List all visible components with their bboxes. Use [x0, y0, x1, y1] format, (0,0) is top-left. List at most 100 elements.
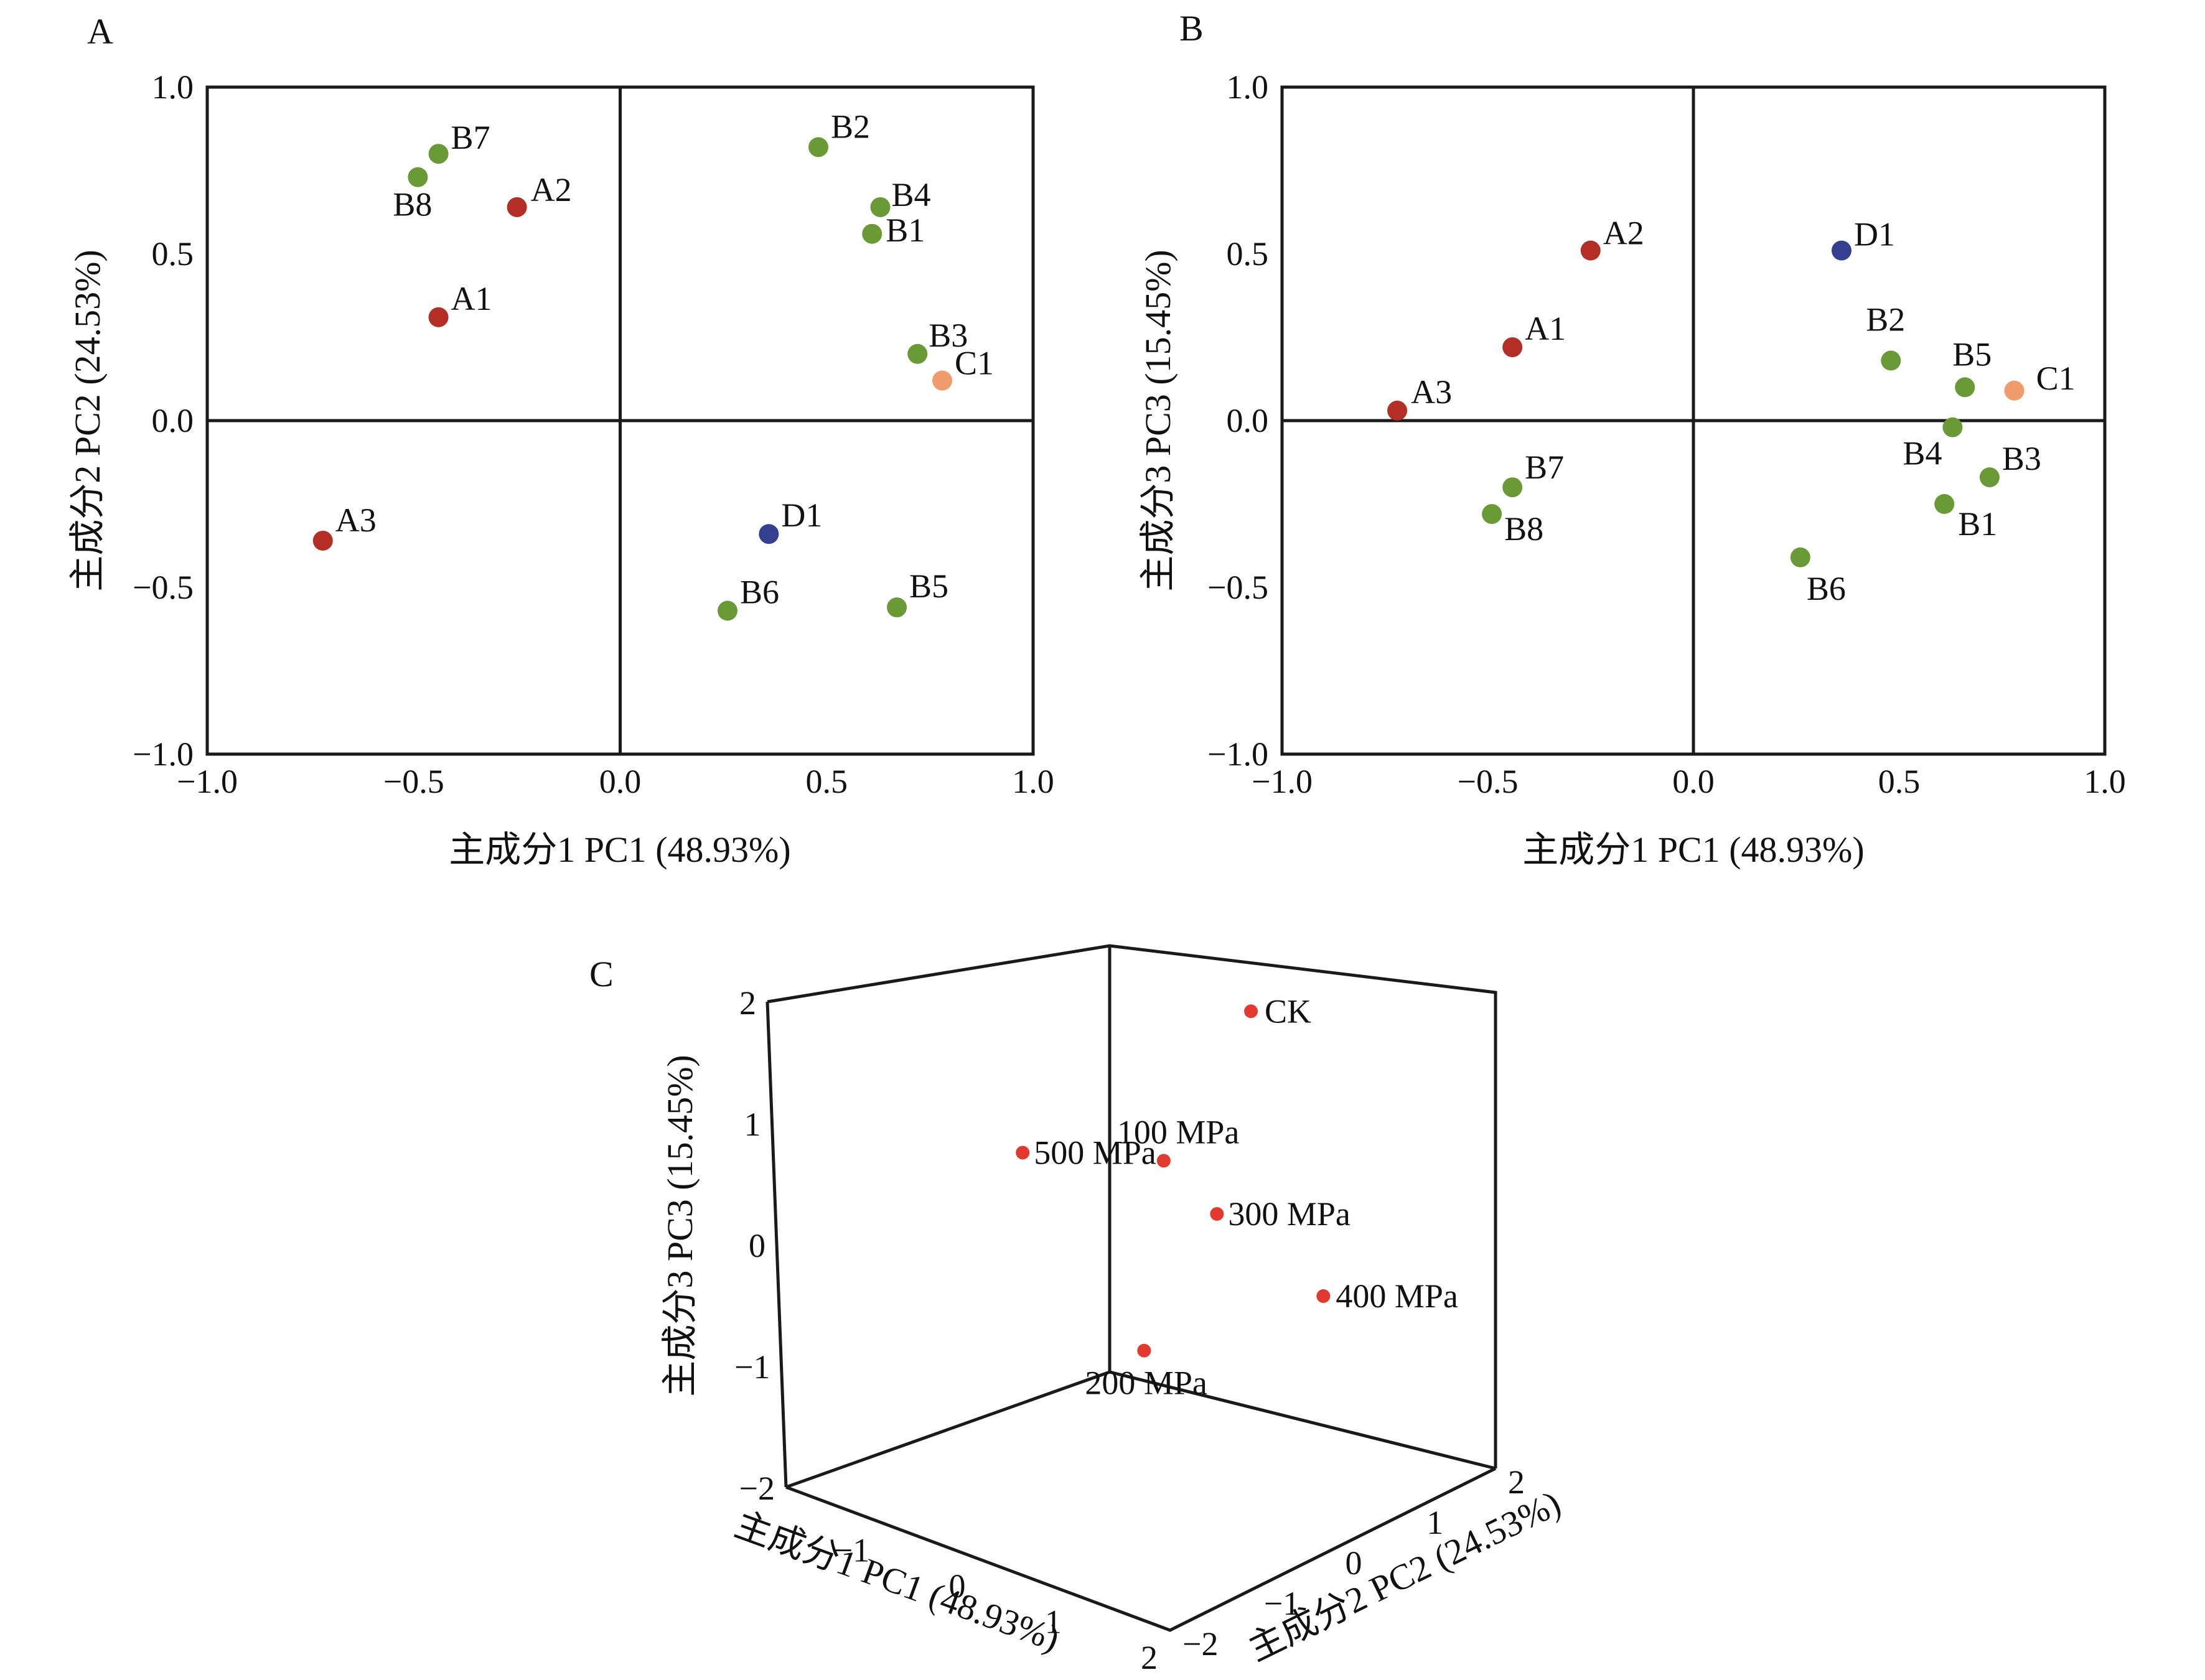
panel-c-left-wall [765, 1001, 788, 1488]
panel-c-point-label-200-mpa: 200 MPa [1085, 1365, 1207, 1402]
panel-b-point-label-d1: D1 [1854, 216, 1895, 253]
panel-b-point-label-c1: C1 [2036, 360, 2076, 397]
panel-b-point-label-a3: A3 [1411, 373, 1452, 411]
panel-b-point-b5 [1955, 377, 1975, 398]
panel-b-point-a3 [1387, 400, 1408, 421]
panel-b-x-tick-label: 0.5 [1878, 763, 1921, 800]
panel-b-point-b8 [1482, 504, 1502, 525]
panel-a-x-tick-label: 0.0 [599, 763, 642, 800]
panel-b-point-c1 [2004, 380, 2025, 401]
panel-a-point-b5 [887, 597, 907, 618]
panel-a-point-d1 [759, 524, 779, 544]
panel-a-point-label-a3: A3 [335, 502, 377, 539]
panel-a-x-tick-label: 0.5 [806, 763, 848, 800]
panel-c-point-label-ck: CK [1265, 992, 1311, 1030]
panel-c-point-500-mpa [1016, 1146, 1030, 1160]
panel-b-point-b6 [1790, 547, 1810, 567]
panel-a-letter: A [87, 11, 113, 52]
panel-c-point-label-300-mpa: 300 MPa [1228, 1195, 1351, 1233]
panel-a-point-label-a1: A1 [451, 280, 492, 317]
panel-b-point-label-b3: B3 [2002, 440, 2041, 477]
panel-b-y-tick-label: 0.5 [1227, 235, 1269, 273]
panel-c-point-400-mpa [1316, 1289, 1331, 1303]
panel-b-scatter: B −1.0 −0.5 0.0 0.5 1.0 1.0 0.5 0.0 −0.5 −1.0 主成分… [1138, 8, 2126, 870]
panel-a-x-axis-label: 主成分1 PC1 (48.93%) [449, 829, 790, 870]
panel-a-x-tick-label: −1.0 [177, 763, 238, 800]
panel-a-y-tick-label: 0.0 [152, 402, 194, 439]
panel-c-floor [785, 1370, 1497, 1632]
panel-a-point-b8 [408, 167, 428, 187]
panel-a-point-label-b6: B6 [740, 574, 779, 611]
panel-a-point-label-b2: B2 [831, 108, 870, 145]
panel-b-x-axis-label: 主成分1 PC1 (48.93%) [1522, 829, 1864, 870]
panel-a-point-label-b1: B1 [886, 212, 925, 249]
panel-c-ticks: 2 1 0 −1 −2 −1 0 1 2 −2 −1 0 1 2 [734, 984, 1525, 1676]
panel-b-x-tick-label: 1.0 [2084, 763, 2126, 800]
panel-a-point-label-b8: B8 [393, 186, 432, 223]
panel-c-x-tick-label: 2 [1141, 1639, 1158, 1676]
panel-c-point-label-500-mpa: 500 MPa [1034, 1134, 1156, 1172]
panel-a-y-tick-label: −1.0 [133, 735, 194, 773]
panel-c-y-tick-label: 0 [1346, 1544, 1362, 1582]
panel-c-y-tick-label: −2 [1182, 1625, 1218, 1663]
panel-a-point-label-d1: D1 [781, 497, 822, 534]
panel-c-point-100-mpa [1156, 1154, 1171, 1168]
panel-b-point-label-b1: B1 [1958, 505, 1997, 543]
panel-c-x-tick-label: 1 [1045, 1603, 1062, 1641]
panel-b-y-tick-label: 1.0 [1227, 68, 1269, 106]
panel-a-point-label-b4: B4 [892, 176, 931, 213]
panel-a-point-b7 [428, 144, 449, 164]
panel-b-x-tick-label: −0.5 [1458, 763, 1519, 800]
panel-a-point-label-a2: A2 [531, 171, 572, 208]
panel-b-letter: B [1179, 8, 1204, 49]
panel-b-point-b7 [1502, 477, 1523, 498]
panel-c-point-300-mpa [1210, 1207, 1224, 1221]
panel-a-point-label-c1: C1 [955, 345, 994, 382]
panel-c-point-200-mpa [1137, 1343, 1151, 1358]
panel-b-ticks: −1.0 −0.5 0.0 0.5 1.0 1.0 0.5 0.0 −0.5 −1.0 [1207, 68, 2126, 800]
panel-a-point-label-b5: B5 [909, 567, 948, 605]
panel-b-point-d1 [1831, 240, 1852, 261]
panel-a-point-b4 [870, 197, 891, 217]
panel-c-point-label-400-mpa: 400 MPa [1336, 1277, 1458, 1315]
panel-a-y-tick-label: 0.5 [152, 235, 194, 273]
panel-b-point-b3 [1979, 467, 2000, 488]
panel-b-y-axis-label: 主成分3 PC3 (15.45%) [1138, 250, 1178, 591]
panel-c-point-ck [1244, 1004, 1258, 1019]
panel-c-point-label-100-mpa: 100 MPa [1117, 1114, 1240, 1151]
panel-a-scatter: A −1.0 −0.5 0.0 0.5 1.0 1.0 0.5 0.0 −0.5 −1.0 主成分… [67, 11, 1054, 870]
panel-a-y-axis-label: 主成分2 PC2 (24.53%) [67, 250, 108, 591]
panel-b-point-label-b4: B4 [1903, 435, 1942, 472]
panel-c-z-tick-label: 1 [744, 1106, 761, 1143]
panel-a-point-a2 [507, 197, 527, 217]
panel-b-point-a1 [1502, 337, 1523, 358]
panel-a-point-b1 [862, 223, 882, 244]
panel-a-point-a3 [312, 530, 333, 551]
panel-c-y-tick-label: −1 [1264, 1585, 1299, 1622]
panel-b-point-b1 [1934, 494, 1955, 514]
panel-c-y-tick-label: 1 [1426, 1504, 1443, 1541]
panel-b-x-tick-label: 0.0 [1672, 763, 1715, 800]
panel-c-z-tick-label: 0 [749, 1227, 765, 1264]
panel-b-point-label-b2: B2 [1866, 301, 1905, 338]
panel-a-point-b6 [718, 600, 738, 621]
panel-c-x-tick-label: −1 [834, 1532, 869, 1569]
panel-c-y-axis-label: 主成分2 PC2 (24.53%) [1242, 1483, 1566, 1669]
panel-b-point-b2 [1881, 350, 1901, 371]
panel-b-point-label-b6: B6 [1807, 570, 1846, 607]
panel-a-point-a1 [428, 307, 449, 327]
panel-b-y-tick-label: −1.0 [1207, 735, 1268, 773]
panel-a-point-c1 [932, 370, 953, 391]
panel-a-x-tick-label: 1.0 [1012, 763, 1054, 800]
panel-a-x-tick-label: −0.5 [383, 763, 444, 800]
panel-c-z-axis-label: 主成分3 PC3 (15.45%) [660, 1055, 700, 1396]
panel-a-point-label-b3: B3 [929, 317, 968, 354]
panel-c-y-tick-label: 2 [1508, 1463, 1525, 1501]
panel-b-point-label-a1: A1 [1525, 310, 1566, 347]
panel-a-y-tick-label: −0.5 [133, 569, 194, 606]
